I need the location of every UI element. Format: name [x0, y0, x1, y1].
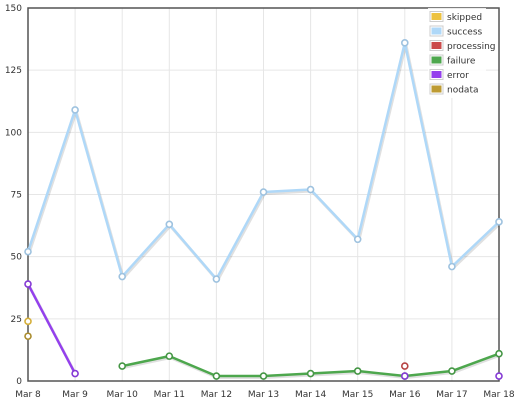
data-point [495, 349, 503, 358]
data-point [71, 369, 79, 378]
legend-swatch [431, 71, 442, 78]
data-point [24, 317, 32, 326]
series-processing [400, 362, 409, 370]
data-point [400, 362, 409, 370]
y-axis: 0 25 50 75 100 125 150 [5, 4, 22, 387]
data-point [495, 218, 503, 226]
legend-label: error [447, 71, 469, 81]
x-axis: Mar 8 Mar 9 Mar 10 Mar 11 Mar 12 Mar 13 Mar 14… [15, 390, 515, 400]
x-tick-label: Mar 18 [483, 390, 515, 400]
data-point [495, 372, 503, 380]
data-point [400, 372, 409, 380]
series-skipped [24, 317, 32, 326]
legend: skipped success processing failure error noda… [428, 8, 496, 98]
series-failure [118, 349, 503, 380]
data-point [118, 362, 126, 370]
legend-label: success [447, 28, 483, 38]
x-tick-label: Mar 8 [15, 390, 41, 400]
series-layer [24, 39, 503, 380]
data-point [353, 367, 362, 375]
x-tick-label: Mar 13 [248, 390, 279, 400]
series-line [26, 283, 77, 375]
x-tick-label: Mar 16 [389, 390, 421, 400]
data-point [306, 185, 315, 194]
data-point [24, 332, 32, 341]
plot-border [27, 7, 500, 382]
y-tick-label: 50 [11, 253, 23, 263]
data-point [259, 372, 268, 380]
legend-label: failure [447, 57, 476, 67]
legend-swatch [431, 13, 442, 20]
x-tick-label: Mar 9 [62, 390, 88, 400]
data-point [24, 280, 32, 288]
legend-swatch [431, 56, 442, 64]
legend-background [428, 8, 486, 98]
series-error [24, 280, 503, 380]
y-tick-label: 125 [5, 66, 22, 76]
y-tick-label: 25 [11, 315, 22, 325]
data-point [24, 247, 32, 256]
data-point [165, 220, 174, 229]
x-tick-label: Mar 11 [154, 390, 185, 400]
data-point [71, 106, 79, 114]
data-point [448, 262, 456, 271]
data-point [259, 188, 268, 196]
data-point [165, 352, 174, 360]
x-tick-label: Mar 15 [342, 390, 373, 400]
y-tick-label: 75 [11, 191, 22, 201]
legend-swatch [431, 42, 442, 49]
data-point [212, 275, 221, 283]
y-tick-label: 100 [5, 128, 22, 138]
data-point [448, 367, 456, 375]
y-tick-label: 150 [5, 4, 22, 14]
legend-label: skipped [447, 13, 482, 23]
x-tick-label: Mar 10 [107, 390, 139, 400]
legend-label: processing [447, 42, 496, 52]
series-success [24, 39, 503, 283]
x-tick-label: Mar 12 [201, 390, 232, 400]
data-point [306, 369, 315, 378]
data-point [400, 39, 409, 47]
data-point [118, 272, 126, 281]
legend-label: nodata [447, 86, 478, 96]
legend-swatch [431, 85, 442, 93]
data-point [353, 235, 362, 244]
x-tick-label: Mar 17 [436, 390, 467, 400]
legend-swatch [431, 27, 442, 35]
series-nodata [24, 332, 32, 341]
y-tick-label: 0 [16, 377, 22, 387]
data-point [212, 372, 221, 380]
x-tick-label: Mar 14 [295, 390, 327, 400]
